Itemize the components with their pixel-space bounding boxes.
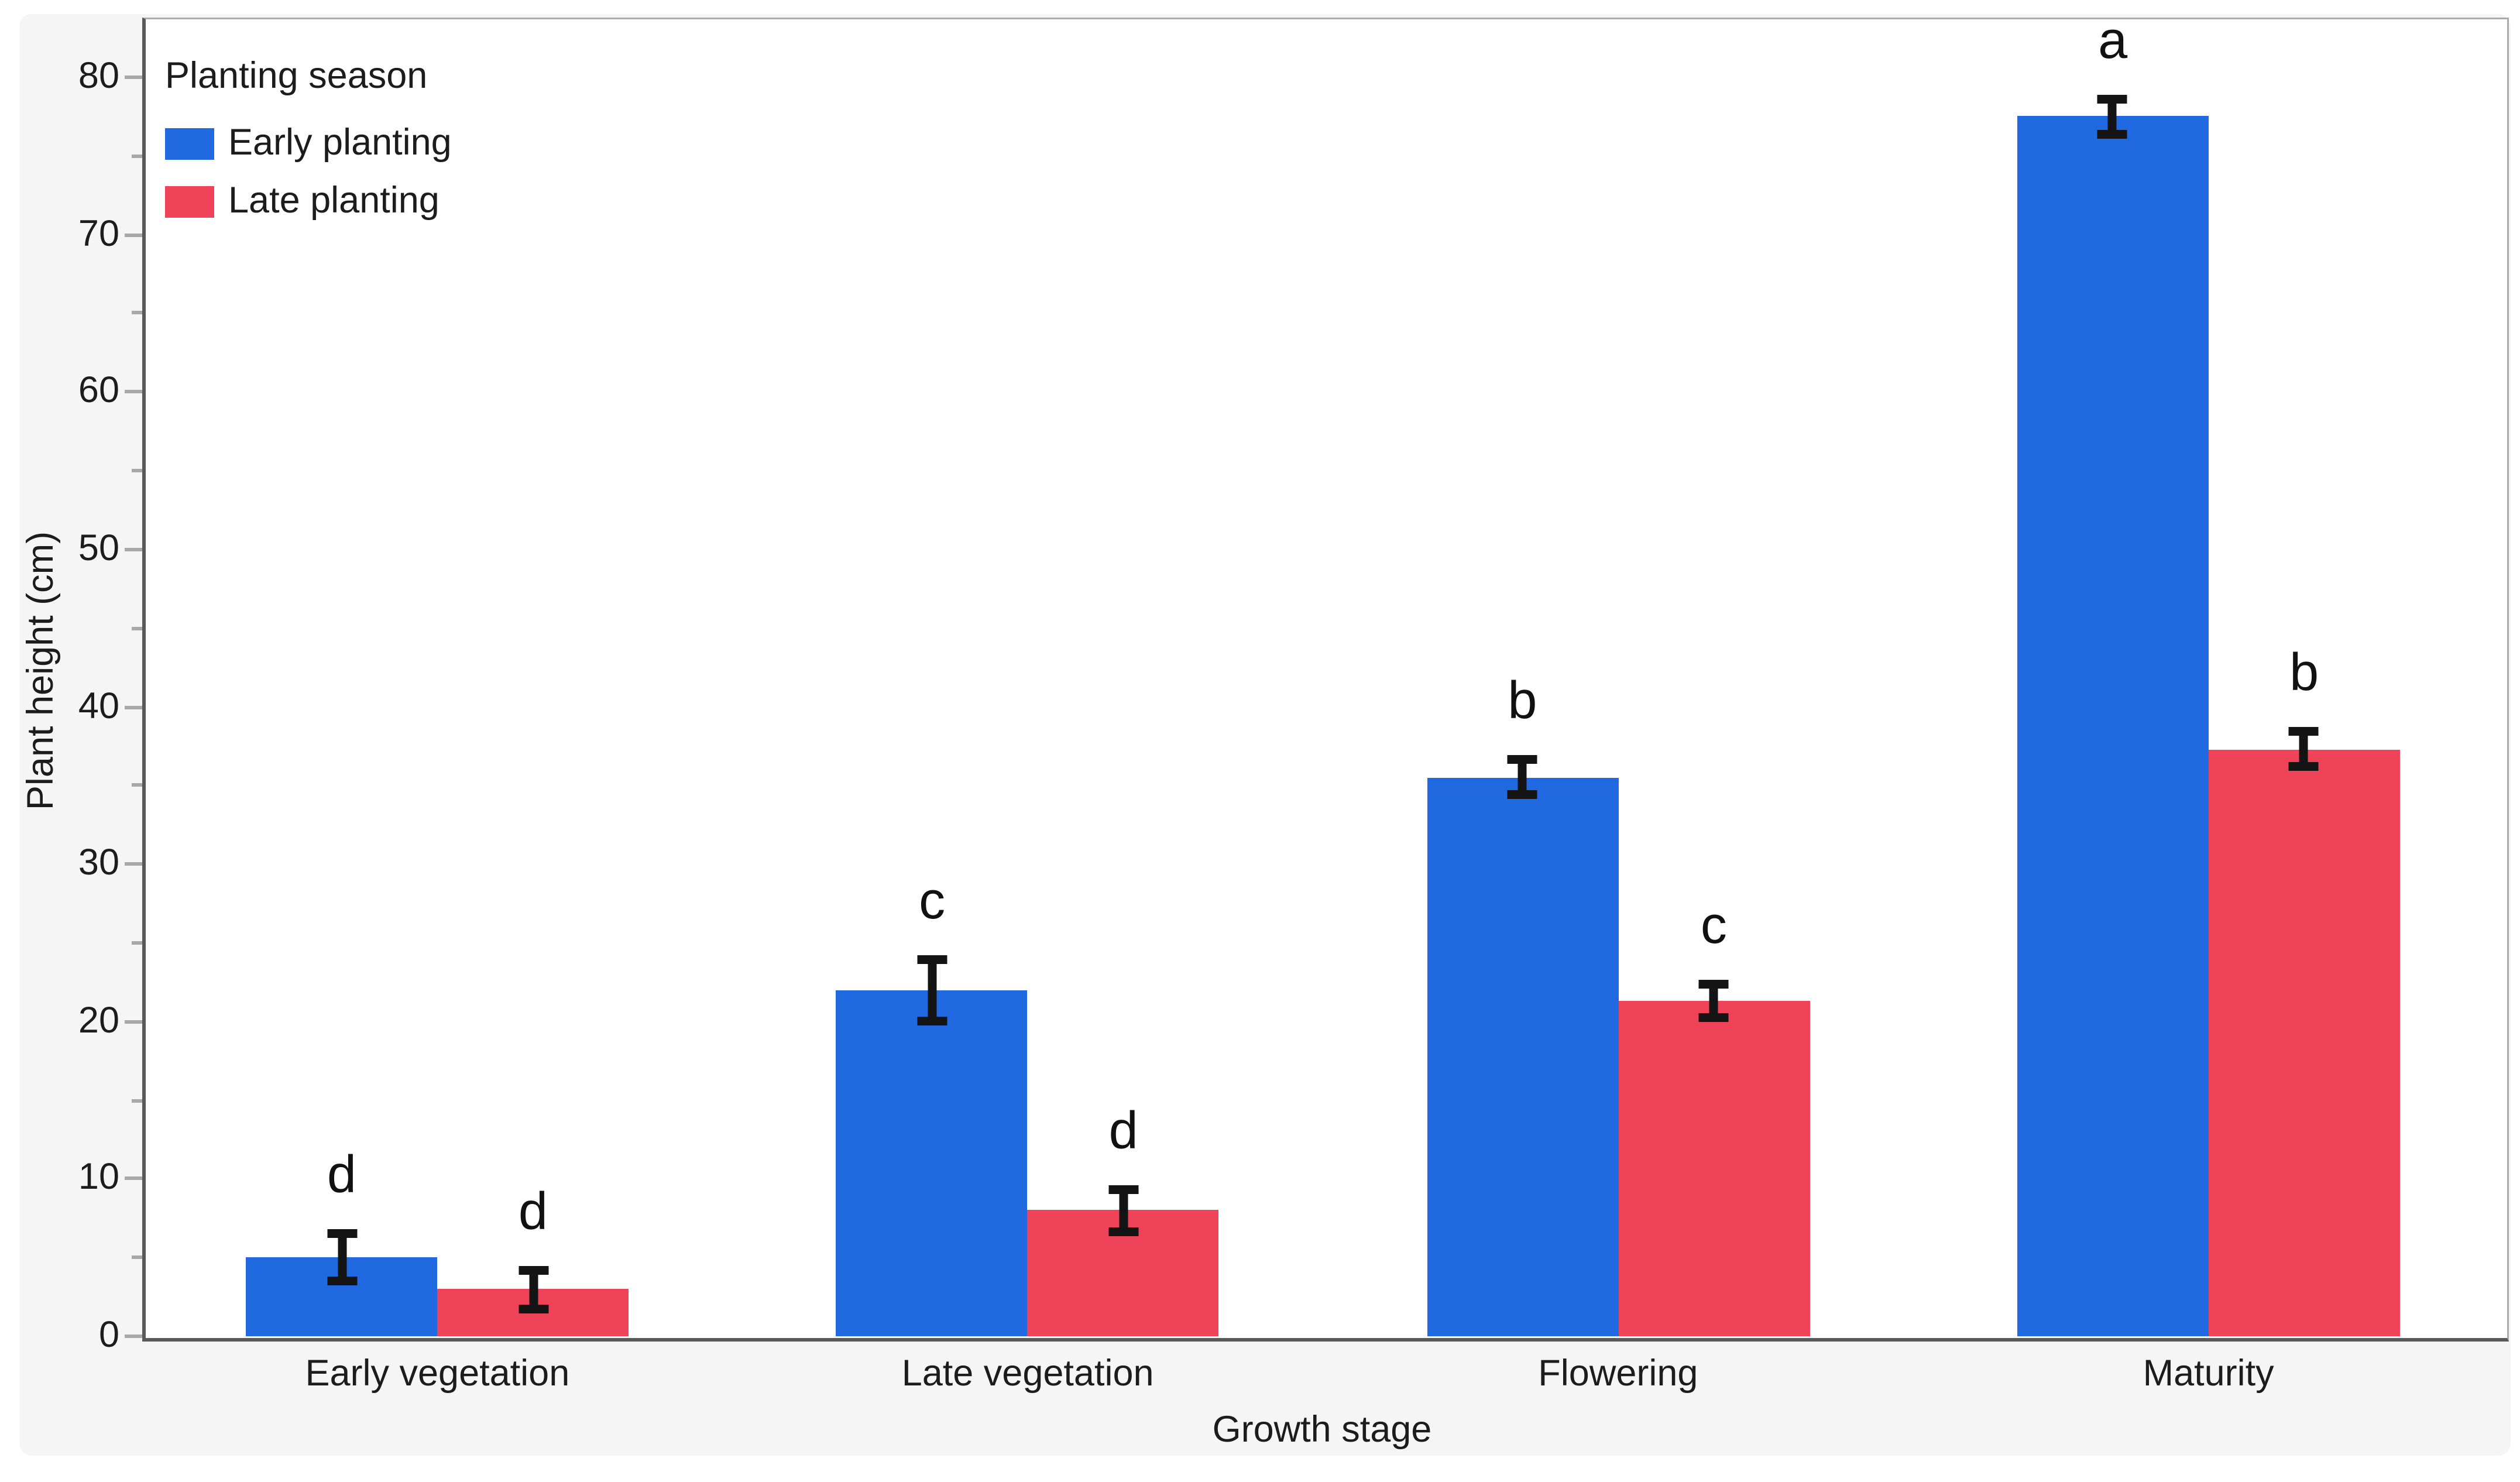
y-axis-tick-mark — [125, 547, 142, 551]
y-axis-tick-label: 80 — [78, 56, 119, 97]
significance-letter: c — [1700, 898, 1727, 956]
y-axis-tick-mark — [125, 1177, 142, 1181]
error-bar-cap — [917, 955, 947, 965]
legend-item-late-planting: Late planting — [165, 181, 452, 223]
error-bar-line — [928, 955, 937, 1025]
error-bar-cap — [2097, 130, 2128, 139]
y-axis-tick-label: 60 — [78, 370, 119, 411]
error-bar-cap — [1108, 1185, 1139, 1194]
y-axis-tick-mark — [125, 1020, 142, 1024]
y-axis-tick-mark — [132, 626, 142, 630]
error-bar-cap — [1698, 980, 1729, 990]
y-axis-title: Plant height (cm) — [21, 531, 61, 811]
error-bar-line — [528, 1265, 538, 1313]
error-bar-cap — [2097, 94, 2128, 104]
error-bar-cap — [1108, 1226, 1139, 1236]
error-bar-cap — [518, 1265, 548, 1274]
y-axis-tick-mark — [132, 1098, 142, 1102]
significance-letter: b — [1508, 673, 1537, 731]
significance-letter: d — [518, 1182, 548, 1241]
x-axis-category-label: Flowering — [1538, 1354, 1698, 1394]
legend-title: Planting season — [165, 56, 428, 97]
error-bar-cap — [2289, 727, 2319, 736]
y-axis-tick-label: 70 — [78, 214, 119, 255]
significance-letter: c — [919, 873, 946, 931]
y-axis-tick-mark — [125, 1335, 142, 1338]
legend-label-early-planting: Early planting — [228, 123, 452, 163]
y-axis-tick-label: 40 — [78, 685, 119, 726]
y-axis-tick-mark — [132, 941, 142, 945]
y-axis-tick-mark — [132, 1255, 142, 1260]
y-axis-tick-label: 30 — [78, 843, 119, 884]
bar-early-planting-maturity — [2017, 116, 2209, 1336]
y-axis-tick-mark — [132, 783, 142, 787]
error-bar-cap — [518, 1303, 548, 1313]
y-axis-tick-mark — [125, 862, 142, 866]
significance-letter: a — [2098, 12, 2128, 70]
y-axis-tick-mark — [125, 233, 142, 237]
error-bar-cap — [2289, 762, 2319, 771]
y-axis-tick-label: 20 — [78, 1000, 119, 1041]
legend-swatch-late-planting — [165, 186, 214, 218]
y-axis-tick-mark — [125, 705, 142, 709]
legend-item-early-planting: Early planting — [165, 123, 452, 165]
legend: Planting season Early planting Late plan… — [165, 56, 452, 239]
legend-swatch-early-planting — [165, 128, 214, 160]
y-axis-tick-label: 0 — [98, 1315, 119, 1356]
error-bar-cap — [327, 1277, 357, 1286]
error-bar-line — [2299, 727, 2309, 771]
significance-letter: d — [1108, 1102, 1138, 1161]
bar-early-planting-late-vegetation — [836, 990, 1028, 1336]
error-bar-line — [2108, 94, 2117, 139]
significance-letter: b — [2289, 644, 2319, 703]
y-axis-tick-mark — [125, 390, 142, 394]
error-bar-cap — [1507, 791, 1537, 800]
x-axis-category-label: Maturity — [2143, 1354, 2274, 1394]
significance-letter: d — [327, 1147, 356, 1205]
error-bar-line — [1119, 1185, 1128, 1236]
error-bar-cap — [917, 1016, 947, 1025]
error-bar-cap — [1698, 1013, 1729, 1022]
y-axis-tick-label: 50 — [78, 528, 119, 569]
x-axis-category-label: Late vegetation — [901, 1354, 1154, 1394]
y-axis-tick-mark — [132, 154, 142, 158]
error-bar-cap — [1507, 755, 1537, 764]
y-axis-tick-label: 10 — [78, 1158, 119, 1199]
bar-late-planting-maturity — [2208, 749, 2400, 1336]
error-bar-line — [1518, 755, 1527, 800]
bar-early-planting-flowering — [1426, 777, 1618, 1336]
bar-late-planting-flowering — [1618, 1001, 1810, 1336]
error-bar-cap — [327, 1229, 357, 1239]
x-axis-title: Growth stage — [1212, 1410, 1432, 1450]
error-bar-line — [337, 1229, 346, 1286]
y-axis-tick-mark — [132, 469, 142, 473]
x-axis-category-label: Early vegetation — [305, 1354, 570, 1394]
y-axis-tick-mark — [125, 76, 142, 80]
y-axis-tick-mark — [132, 311, 142, 315]
legend-label-late-planting: Late planting — [228, 181, 440, 221]
error-bar-line — [1709, 980, 1718, 1022]
